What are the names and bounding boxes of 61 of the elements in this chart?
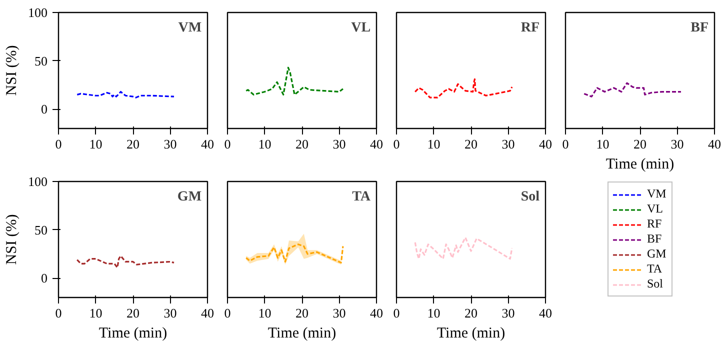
x-tick-label: 30	[164, 306, 177, 320]
x-tick-label: 0	[55, 136, 62, 152]
x-tick-label: 40	[201, 306, 214, 320]
text: TA	[352, 190, 372, 205]
x-tick-label: 0	[224, 306, 231, 320]
text: RF	[520, 20, 540, 36]
text: GM	[177, 190, 202, 205]
y-tick-label: 100	[28, 5, 48, 20]
x-tick-label: 30	[502, 306, 515, 320]
x-tick-label: 20	[464, 136, 478, 152]
x-tick-label: 30	[502, 136, 515, 152]
x-tick-label: 40	[201, 136, 214, 152]
x-tick-label: 10	[89, 306, 102, 320]
x-tick-label: 0	[393, 136, 400, 152]
legend-label: BF	[647, 232, 663, 246]
text: VL	[351, 20, 371, 36]
x-tick-label: 40	[708, 136, 721, 152]
x-tick-label: 40	[370, 136, 383, 152]
x-tick-label: 0	[55, 306, 62, 320]
text: BF	[690, 20, 709, 36]
y-axis-title: NSI (%)	[4, 214, 20, 265]
x-axis-title: Time (min)	[98, 326, 168, 342]
x-tick-label: 30	[332, 136, 346, 152]
y-axis-title: NSI (%)	[4, 45, 20, 96]
legend-label: GM	[647, 246, 667, 262]
x-tick-label: 10	[258, 306, 272, 320]
x-tick-label: 40	[539, 306, 552, 320]
x-tick-label: 30	[164, 136, 177, 152]
legend-label: VL	[647, 202, 664, 216]
x-tick-label: 30	[670, 136, 684, 152]
x-tick-label: 20	[634, 136, 646, 152]
x-tick-label: 20	[296, 306, 308, 320]
x-tick-label: 10	[258, 136, 272, 152]
x-axis-title: Time (min)	[268, 326, 336, 342]
x-tick-label: 0	[393, 306, 400, 320]
x-tick-label: 10	[427, 136, 440, 152]
legend-label: RF	[647, 216, 663, 232]
legend-label: VM	[647, 186, 667, 202]
y-tick-label: 0	[41, 270, 48, 286]
x-tick-label: 20	[126, 306, 140, 320]
x-tick-label: 0	[224, 136, 231, 152]
x-tick-label: 20	[126, 136, 140, 152]
x-tick-label: 10	[89, 136, 102, 152]
y-tick-label: 50	[34, 222, 48, 238]
x-axis-title: Time (min)	[606, 156, 674, 172]
x-tick-label: 0	[562, 136, 569, 152]
y-tick-label: 50	[34, 53, 48, 68]
x-tick-label: 10	[596, 136, 610, 152]
x-tick-label: 10	[427, 306, 440, 320]
x-tick-label: 30	[332, 306, 346, 320]
y-tick-label: 100	[28, 174, 48, 189]
x-tick-label: 40	[370, 306, 383, 320]
x-tick-label: 20	[464, 306, 478, 320]
x-tick-label: 20	[296, 136, 308, 152]
x-axis-title: Time (min)	[436, 326, 506, 342]
legend-label: TA	[647, 262, 664, 276]
x-tick-label: 40	[539, 136, 552, 152]
text: VM	[178, 20, 202, 36]
y-tick-label: 0	[41, 102, 48, 117]
legend-label: Sol	[647, 276, 664, 292]
text: Sol	[520, 190, 540, 205]
